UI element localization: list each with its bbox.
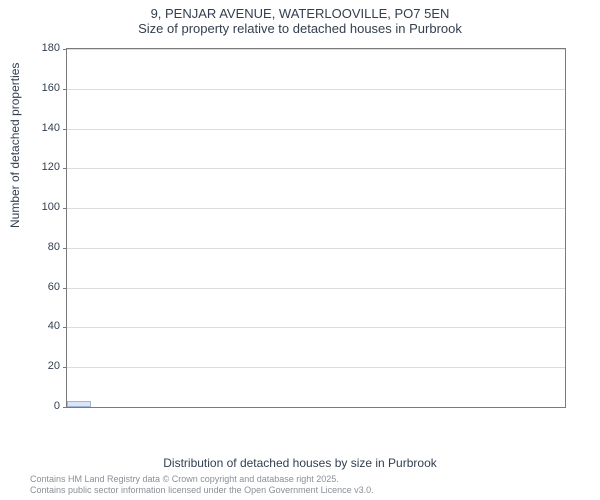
footer-line-1: Contains HM Land Registry data © Crown c… (30, 474, 374, 485)
y-tick-label: 80 (30, 241, 60, 253)
footer-credits: Contains HM Land Registry data © Crown c… (30, 474, 374, 496)
y-tick-label: 20 (30, 360, 60, 372)
chart-container: 9, PENJAR AVENUE, WATERLOOVILLE, PO7 5EN… (0, 0, 600, 500)
y-tick-label: 0 (30, 400, 60, 412)
footer-line-2: Contains public sector information licen… (30, 485, 374, 496)
y-tick-label: 60 (30, 281, 60, 293)
gridline (67, 208, 565, 209)
gridline (67, 288, 565, 289)
gridline (67, 327, 565, 328)
y-tick-label: 140 (30, 122, 60, 134)
y-tick-label: 100 (30, 201, 60, 213)
y-tick-mark (63, 367, 67, 368)
y-tick-label: 120 (30, 161, 60, 173)
y-tick-mark (63, 49, 67, 50)
histogram-bar (67, 401, 91, 407)
y-tick-label: 180 (30, 42, 60, 54)
y-tick-mark (63, 129, 67, 130)
plot-area (66, 48, 566, 408)
y-tick-mark (63, 407, 67, 408)
gridline (67, 89, 565, 90)
chart-title-2: Size of property relative to detached ho… (0, 21, 600, 36)
x-axis-label: Distribution of detached houses by size … (0, 456, 600, 470)
y-tick-mark (63, 89, 67, 90)
y-tick-label: 160 (30, 82, 60, 94)
y-tick-mark (63, 208, 67, 209)
gridline (67, 168, 565, 169)
y-axis-label: Number of detached properties (8, 63, 22, 228)
gridline (67, 248, 565, 249)
y-tick-label: 40 (30, 320, 60, 332)
y-tick-mark (63, 327, 67, 328)
gridline (67, 129, 565, 130)
gridline (67, 367, 565, 368)
y-tick-mark (63, 168, 67, 169)
y-tick-mark (63, 288, 67, 289)
gridline (67, 49, 565, 50)
chart-title-1: 9, PENJAR AVENUE, WATERLOOVILLE, PO7 5EN (0, 0, 600, 21)
y-tick-mark (63, 248, 67, 249)
